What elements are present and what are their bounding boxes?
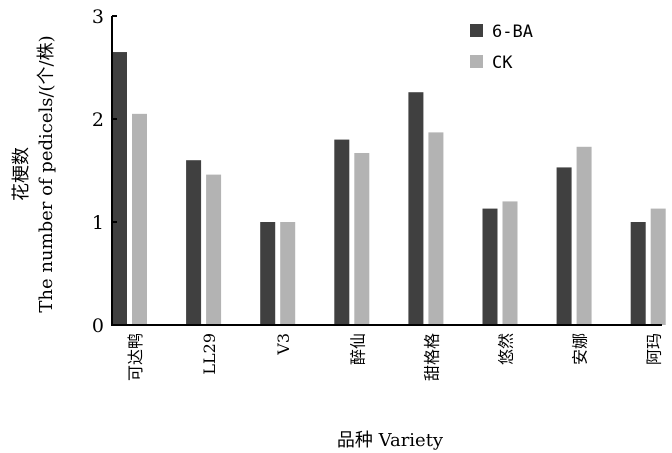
y-tick-label: 0 (92, 315, 104, 337)
bar-ck (576, 146, 592, 325)
bar-ck (650, 208, 666, 325)
legend-swatch-ck (470, 55, 483, 68)
legend-label-6ba: 6-BA (492, 22, 533, 42)
bar-6ba (556, 167, 572, 325)
x-category-label: V3 (274, 333, 293, 356)
bar-ck (132, 113, 147, 325)
y-tick-label: 1 (92, 212, 104, 234)
x-category-label: 悠然 (497, 333, 516, 365)
x-category-label: 可达鸭 (126, 333, 145, 381)
y-axis-title-chinese: 花梗数 (11, 147, 32, 201)
legend-swatch-6ba (470, 24, 483, 37)
x-axis-category-labels: 可达鸭 LL29 V3 醉仙 甜格格 悠然 安娜 阿玛 (126, 333, 664, 381)
bar-ck (354, 152, 370, 325)
y-axis-title-english: The number of pedicels/(个/株) (36, 35, 57, 312)
x-category-label: 醉仙 (348, 333, 367, 365)
legend-label-ck: CK (492, 53, 513, 73)
legend: 6-BA CK (470, 22, 533, 73)
bar-6ba (260, 222, 276, 325)
bar-ck (502, 201, 518, 325)
bar-6ba (408, 92, 424, 325)
x-category-label: 阿玛 (645, 333, 664, 365)
bar-ck (280, 222, 296, 325)
bars-layer (112, 52, 666, 326)
y-axis-ticks: 0 1 2 3 (92, 6, 117, 337)
bar-6ba (334, 139, 350, 325)
bar-ck (206, 174, 222, 325)
y-tick-label: 2 (92, 109, 104, 131)
x-category-label: LL29 (200, 333, 219, 375)
x-axis-title: 品种 Variety (337, 430, 444, 451)
x-category-label: 甜格格 (422, 333, 441, 381)
bar-6ba (482, 208, 498, 325)
x-category-label: 安娜 (571, 333, 590, 365)
bar-6ba (630, 222, 646, 325)
bar-6ba (186, 160, 202, 325)
bar-6ba (112, 52, 127, 326)
y-tick-label: 3 (92, 6, 104, 28)
bar-ck (428, 132, 444, 325)
